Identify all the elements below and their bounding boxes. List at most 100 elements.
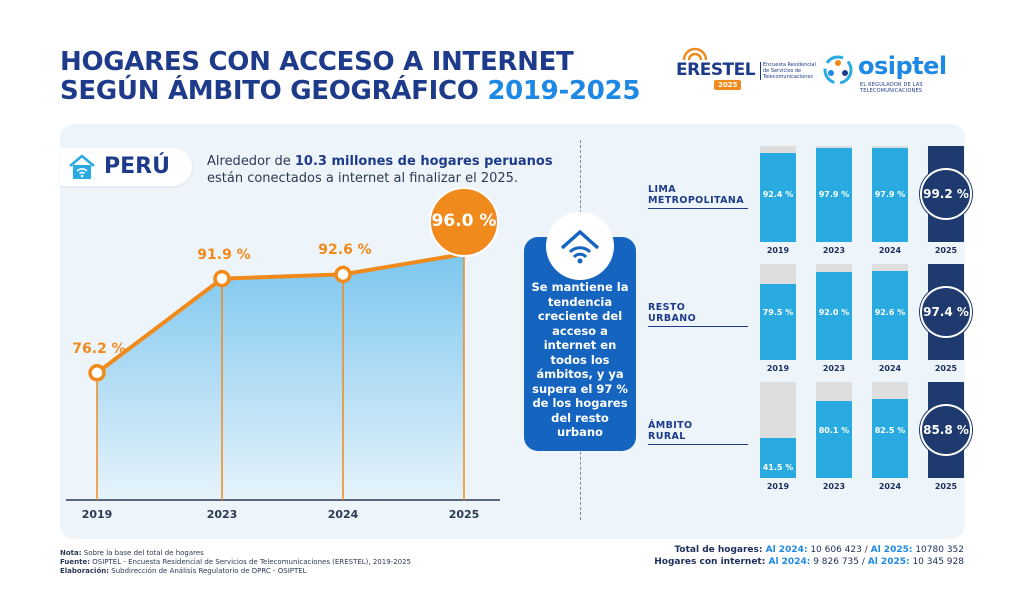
bar-year-label: 2019 xyxy=(766,364,790,373)
peru-intro-text: Alrededor de 10.3 millones de hogares pe… xyxy=(207,153,567,187)
note-line: Nota: Sobre la base del total de hogares xyxy=(60,549,411,558)
bar-year-label: 2024 xyxy=(878,482,902,491)
bar-track: 79.5 % xyxy=(760,264,796,360)
intro-bold: 10.3 millones de hogares peruanos xyxy=(294,154,553,169)
bar-year-label: 2024 xyxy=(878,364,902,373)
bar-track: 92.6 % xyxy=(872,264,908,360)
page-title: HOGARES CON ACCESO A INTERNET SEGÚN ÁMBI… xyxy=(60,48,640,106)
bar-year-label: 2023 xyxy=(822,364,846,373)
bar-track: 92.0 % xyxy=(816,264,852,360)
totals-hogares-2025: 10780 352 xyxy=(912,545,964,555)
bar xyxy=(872,148,908,242)
region-label-line2: URBANO xyxy=(648,313,697,324)
osiptel-wordmark: osiptel xyxy=(858,52,947,80)
bar-year-label: 2019 xyxy=(766,246,790,255)
x-tick-label: 2023 xyxy=(206,508,238,521)
totals-hogares-2025-label: Al 2025: xyxy=(870,545,913,555)
home-wifi-icon xyxy=(69,154,95,179)
totals-internet-2025: 10 345 928 xyxy=(909,557,964,567)
bar-year-label: 2023 xyxy=(822,246,846,255)
area-fill xyxy=(97,254,464,500)
note-key: Nota: xyxy=(60,549,82,557)
region-label-line2: METROPOLITANA xyxy=(648,195,745,206)
source-text: OSIPTEL - Encuesta Residencial de Servic… xyxy=(90,558,412,566)
bar-track: 41.5 % xyxy=(760,382,796,478)
bar-value-label: 79.5 % xyxy=(762,307,794,317)
totals-line-2: Hogares con internet: Al 2024: 9 826 735… xyxy=(654,556,964,568)
highlight-value-badge: 85.8 % xyxy=(920,404,972,456)
intro-suffix: están conectados a internet al finalizar… xyxy=(207,171,519,186)
data-label: 91.9 % xyxy=(197,246,251,263)
bar-year-label: 2025 xyxy=(934,364,958,373)
elaboration-text: Subdirección de Análisis Regulatorio de … xyxy=(109,567,307,575)
region-label: ÁMBITO RURAL xyxy=(648,420,693,442)
data-label: 96.0 % xyxy=(431,211,497,231)
totals-internet-2025-label: Al 2025: xyxy=(867,557,910,567)
series-line xyxy=(95,252,465,375)
intro-prefix: Alrededor de xyxy=(207,154,295,169)
bar-track: 92.4 % xyxy=(760,146,796,242)
bar xyxy=(816,272,852,360)
bar-year-label: 2019 xyxy=(766,482,790,491)
bar-track: 80.1 % xyxy=(816,382,852,478)
bar xyxy=(816,401,852,478)
bar-year-label: 2025 xyxy=(934,246,958,255)
erestel-wordmark: ERESTEL xyxy=(676,60,756,80)
region-underline xyxy=(648,208,748,209)
bar-value-label: 97.9 % xyxy=(818,189,850,199)
title-line-1: HOGARES CON ACCESO A INTERNET xyxy=(60,47,574,77)
region-underline xyxy=(648,444,748,445)
house-wifi-icon xyxy=(560,230,600,264)
x-tick-label: 2025 xyxy=(448,508,480,521)
bar-track: 97.9 % xyxy=(816,146,852,242)
region-label-line2: RURAL xyxy=(648,431,686,442)
x-tick-label: 2024 xyxy=(327,508,359,521)
wifi-arc-icon xyxy=(682,47,708,61)
bar-value-label: 92.6 % xyxy=(874,307,906,317)
bar xyxy=(760,438,796,478)
peru-label: PERÚ xyxy=(104,154,170,179)
erestel-year-badge: 2025 xyxy=(714,80,742,90)
bar-value-label: 41.5 % xyxy=(762,463,794,472)
data-label: 92.6 % xyxy=(318,242,372,259)
data-point xyxy=(334,265,352,284)
osiptel-tagline: EL REGULADOR DE LAS TELECOMUNICACIONES xyxy=(860,82,923,94)
totals-line-1: Total de hogares: Al 2024: 10 606 423 / … xyxy=(654,544,964,556)
erestel-logo: ERESTEL Encuesta Residencial de Servicio… xyxy=(676,46,816,96)
totals-internet-label: Hogares con internet: xyxy=(654,557,769,567)
totals-block: Total de hogares: Al 2024: 10 606 423 / … xyxy=(654,544,964,568)
bar-year-label: 2023 xyxy=(822,482,846,491)
bar-year-label: 2024 xyxy=(878,246,902,255)
highlight-value-badge: 99.2 % xyxy=(920,168,972,220)
center-house-badge xyxy=(546,212,614,280)
osiptel-people-icon xyxy=(823,55,853,85)
totals-hogares-2024: 10 606 423 / xyxy=(807,545,871,555)
region-label-line1: ÁMBITO xyxy=(648,420,693,431)
bar-value-label: 82.5 % xyxy=(874,425,906,435)
source-key: Fuente: xyxy=(60,558,91,566)
erestel-subtitle: Encuesta Residencial de Servicios de Tel… xyxy=(760,62,816,80)
data-point xyxy=(213,269,231,288)
title-line-2-text: SEGÚN ÁMBITO GEOGRÁFICO xyxy=(60,76,479,106)
bar-track: 82.5 % xyxy=(872,382,908,478)
peru-label-box: PERÚ xyxy=(60,148,192,186)
elaboration-line: Elaboración: Subdirección de Análisis Re… xyxy=(60,567,411,576)
bar-value-label: 92.4 % xyxy=(762,189,794,199)
bar-track: 97.9 % xyxy=(872,146,908,242)
note-text: Sobre la base del total de hogares xyxy=(81,549,204,557)
region-label-line1: LIMA xyxy=(648,184,676,195)
bar-value-label: 92.0 % xyxy=(818,307,850,317)
source-line: Fuente: OSIPTEL - Encuesta Residencial d… xyxy=(60,558,411,567)
data-label: 76.2 % xyxy=(72,340,126,357)
totals-hogares-2024-label: Al 2024: xyxy=(765,545,808,555)
bar xyxy=(760,284,796,360)
elaboration-key: Elaboración: xyxy=(60,567,110,575)
totals-internet-2024: 9 826 735 / xyxy=(810,557,868,567)
totals-internet-2024-label: Al 2024: xyxy=(768,557,811,567)
osiptel-logo: osiptel EL REGULADOR DE LAS TELECOMUNICA… xyxy=(822,50,972,94)
highlight-point xyxy=(429,187,499,257)
highlight-value-badge: 97.4 % xyxy=(920,286,972,338)
center-message: Se mantiene la tendencia creciente del a… xyxy=(531,280,629,439)
footnotes: Nota: Sobre la base del total de hogares… xyxy=(60,549,411,576)
title-years: 2019-2025 xyxy=(487,76,641,106)
